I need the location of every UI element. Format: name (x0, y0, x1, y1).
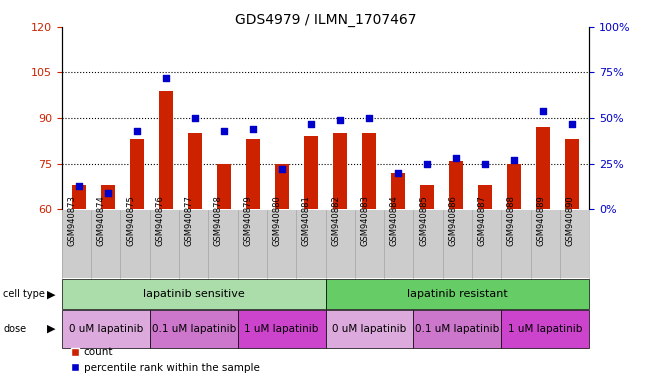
Text: GSM940884: GSM940884 (390, 195, 398, 246)
Text: cell type: cell type (3, 289, 45, 299)
Text: GSM940888: GSM940888 (507, 195, 516, 246)
Text: lapatinib resistant: lapatinib resistant (407, 289, 508, 299)
Bar (478, 185, 492, 209)
Text: ▶: ▶ (47, 324, 55, 334)
Bar (333, 133, 347, 209)
Point (74, 182, 85, 189)
Text: GSM940874: GSM940874 (97, 195, 105, 246)
Text: 0.1 uM lapatinib: 0.1 uM lapatinib (415, 324, 499, 334)
Text: GSM940886: GSM940886 (449, 195, 457, 246)
Bar (101, 185, 115, 209)
Text: GSM940890: GSM940890 (566, 195, 575, 246)
Text: GSM940880: GSM940880 (273, 195, 281, 246)
Text: GSM940875: GSM940875 (126, 195, 135, 246)
Text: ▶: ▶ (47, 289, 55, 299)
Text: GSM940883: GSM940883 (361, 195, 370, 246)
Text: GSM940878: GSM940878 (214, 195, 223, 246)
Text: GSM940879: GSM940879 (243, 195, 253, 246)
Bar (275, 164, 289, 209)
Text: GSM940887: GSM940887 (478, 195, 487, 246)
Bar (506, 164, 521, 209)
Bar (449, 161, 463, 209)
Text: 1 uM lapatinib: 1 uM lapatinib (508, 324, 583, 334)
Text: GSM940877: GSM940877 (185, 195, 194, 246)
Bar (420, 185, 434, 209)
Bar (159, 91, 173, 209)
Text: GDS4979 / ILMN_1707467: GDS4979 / ILMN_1707467 (235, 13, 416, 27)
Bar (188, 133, 202, 209)
Text: 0.1 uM lapatinib: 0.1 uM lapatinib (152, 324, 236, 334)
Point (190, 115, 201, 121)
Point (422, 161, 432, 167)
Bar (246, 139, 260, 209)
Point (364, 115, 374, 121)
Point (335, 117, 345, 123)
Bar (217, 164, 231, 209)
Point (248, 126, 258, 132)
Bar (391, 173, 405, 209)
Bar (536, 127, 550, 209)
Bar (564, 139, 579, 209)
Text: GSM940885: GSM940885 (419, 195, 428, 246)
Text: GSM940876: GSM940876 (156, 195, 164, 246)
Text: GSM940889: GSM940889 (536, 195, 545, 246)
Text: 1 uM lapatinib: 1 uM lapatinib (244, 324, 319, 334)
Point (566, 121, 577, 127)
Point (161, 75, 171, 81)
Bar (362, 133, 376, 209)
Bar (130, 139, 145, 209)
Text: lapatinib sensitive: lapatinib sensitive (143, 289, 245, 299)
Text: GSM940881: GSM940881 (302, 195, 311, 246)
Point (219, 128, 229, 134)
Text: dose: dose (3, 324, 27, 334)
Bar (304, 136, 318, 209)
Legend: count, percentile rank within the sample: count, percentile rank within the sample (67, 343, 264, 377)
Point (538, 108, 548, 114)
Text: GSM940873: GSM940873 (68, 195, 77, 246)
Text: 0 uM lapatinib: 0 uM lapatinib (332, 324, 407, 334)
Text: 0 uM lapatinib: 0 uM lapatinib (68, 324, 143, 334)
Point (132, 128, 143, 134)
Point (103, 190, 113, 196)
Bar (72, 185, 87, 209)
Point (306, 121, 316, 127)
Point (450, 155, 461, 161)
Point (480, 161, 490, 167)
Text: GSM940882: GSM940882 (331, 195, 340, 246)
Point (508, 157, 519, 163)
Point (393, 170, 403, 176)
Point (277, 166, 287, 172)
